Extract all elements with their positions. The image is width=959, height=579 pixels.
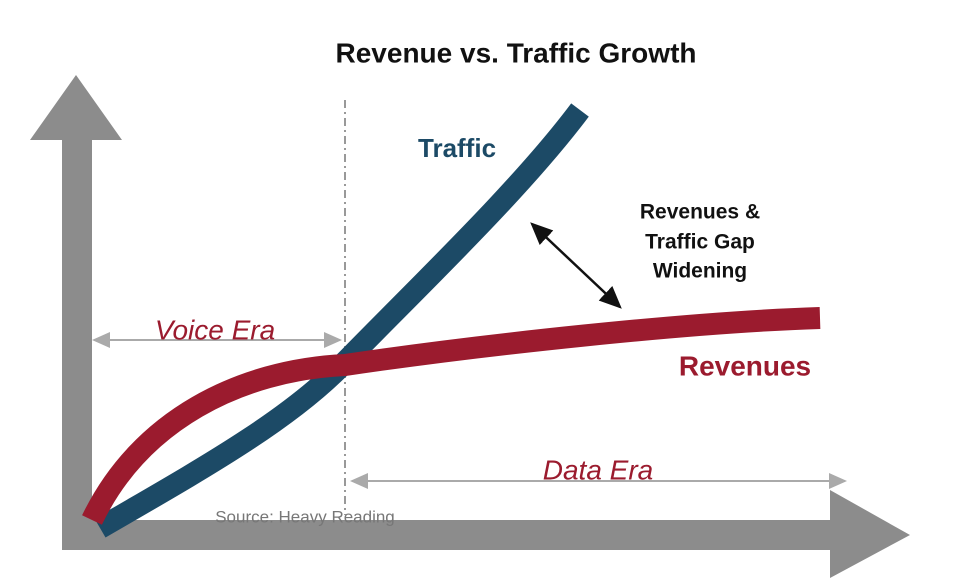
- voice-era-label: Voice Era: [155, 314, 275, 345]
- revenues-curve: [82, 307, 821, 525]
- gap-arrow: [530, 222, 622, 309]
- annotation-line: Traffic Gap: [645, 231, 755, 254]
- traffic-label: Traffic: [418, 133, 496, 163]
- title: Revenue vs. Traffic Growth: [336, 37, 697, 68]
- data-era-label: Data Era: [543, 454, 654, 485]
- annotation-line: Revenues &: [640, 201, 760, 224]
- source: Source: Heavy Reading: [215, 507, 395, 526]
- revenues-label: Revenues: [679, 350, 811, 381]
- annotation-line: Widening: [653, 260, 747, 283]
